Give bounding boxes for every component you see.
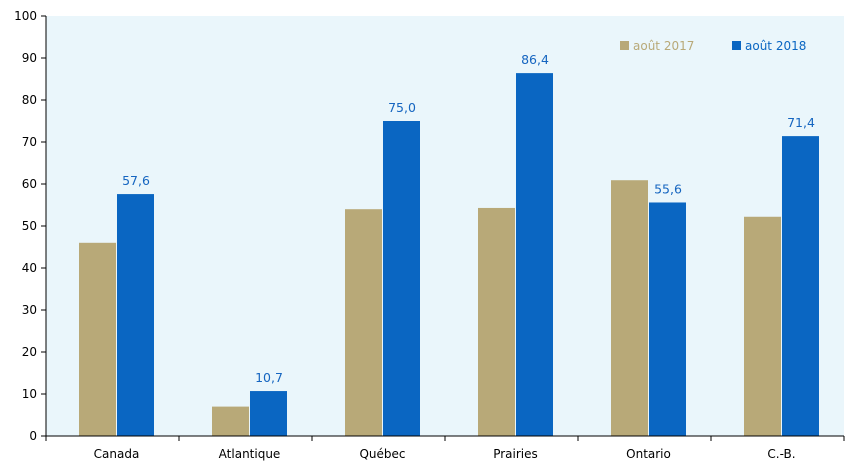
data-label: 55,6 <box>654 181 682 196</box>
legend-swatch <box>732 41 741 50</box>
bar-aout-2017-5 <box>744 216 781 436</box>
bar-aout-2018-0 <box>117 194 154 436</box>
bar-aout-2018-1 <box>250 391 287 436</box>
bar-aout-2018-5 <box>782 136 819 436</box>
bar-aout-2017-0 <box>79 242 116 436</box>
y-tick-label: 30 <box>22 303 37 317</box>
x-category-label: Canada <box>94 447 140 461</box>
bar-aout-2018-4 <box>649 202 686 436</box>
bars <box>79 73 819 437</box>
bar-aout-2018-2 <box>383 121 420 436</box>
y-tick-label: 70 <box>22 135 37 149</box>
y-tick-label: 0 <box>29 429 37 443</box>
x-category-label: C.-B. <box>767 447 795 461</box>
bar-aout-2017-1 <box>212 406 249 436</box>
y-tick-label: 90 <box>22 51 37 65</box>
legend: août 2017 août 2018 <box>620 39 806 53</box>
x-category-label: Québec <box>359 447 405 461</box>
bar-aout-2017-4 <box>611 180 648 436</box>
legend-swatch <box>620 41 629 50</box>
y-tick-label: 50 <box>22 219 37 233</box>
y-tick-label: 40 <box>22 261 37 275</box>
data-label: 71,4 <box>787 115 815 130</box>
x-category-label: Prairies <box>493 447 538 461</box>
bar-aout-2017-2 <box>345 209 382 436</box>
data-label: 57,6 <box>122 173 150 188</box>
data-labels: 57,6 10,7 75,0 86,4 55,6 71,4 <box>122 52 815 385</box>
data-label: 10,7 <box>255 370 283 385</box>
x-category-label: Ontario <box>626 447 671 461</box>
y-axis: 0 10 20 30 40 50 60 70 80 90 100 <box>14 9 47 443</box>
legend-label: août 2018 <box>745 39 806 53</box>
plot-area <box>46 16 844 436</box>
legend-label: août 2017 <box>633 39 694 53</box>
y-tick-label: 80 <box>22 93 37 107</box>
data-label: 75,0 <box>388 100 416 115</box>
bar-aout-2018-3 <box>516 73 553 437</box>
y-tick-label: 20 <box>22 345 37 359</box>
x-category-label: Atlantique <box>219 447 281 461</box>
x-axis: Canada Atlantique Québec Prairies Ontario C.-… <box>45 435 845 461</box>
data-label: 86,4 <box>521 52 549 67</box>
y-tick-label: 10 <box>22 387 37 401</box>
y-tick-label: 100 <box>14 9 37 23</box>
bar-aout-2017-3 <box>478 207 515 436</box>
y-tick-label: 60 <box>22 177 37 191</box>
